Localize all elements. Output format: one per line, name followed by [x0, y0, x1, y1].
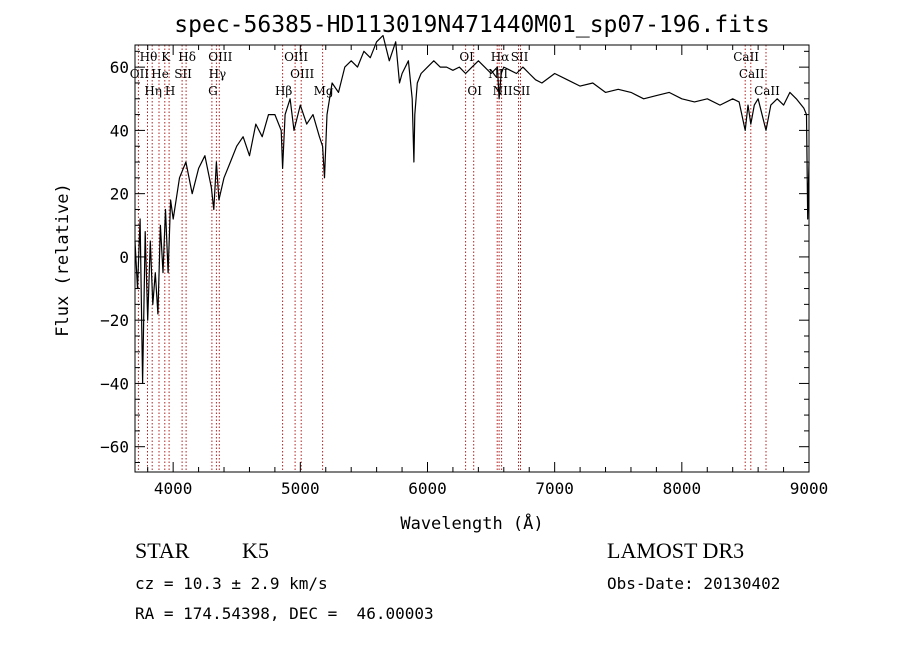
x-tick-label: 8000: [663, 479, 702, 498]
plot-frame: [134, 44, 810, 473]
line-label-19: Hβ: [275, 84, 292, 98]
line-label-1: K: [161, 50, 171, 64]
line-label-10: He: [151, 67, 169, 81]
line-label-5: OI: [459, 50, 474, 64]
line-label-12: Hγ: [209, 67, 227, 81]
y-tick-label: 0: [119, 248, 129, 267]
y-tick-label: −20: [100, 311, 129, 330]
line-label-3: OIII: [208, 50, 232, 64]
line-label-9: OII: [130, 67, 150, 81]
y-tick-label: 40: [110, 121, 129, 140]
y-axis: −60 −40 −20 0 20 40 60: [100, 50, 809, 464]
line-label-16: Hη: [144, 84, 162, 98]
survey-name: LAMOST DR3: [607, 538, 745, 563]
line-label-11: SII: [174, 67, 192, 81]
line-label-24: CaII: [754, 84, 780, 98]
subclass: K5: [242, 538, 269, 563]
x-axis-label: Wavelength (Å): [400, 512, 543, 534]
line-label-4: OIII: [284, 50, 308, 64]
line-label-6: Hα: [491, 50, 510, 64]
y-axis-label: Flux (relative): [53, 183, 73, 337]
x-axis: 4000 5000 6000 7000 8000 9000: [147, 45, 829, 498]
spectral-line-markers: [137, 45, 767, 472]
line-label-13: OIII: [290, 67, 314, 81]
line-label-8: CaII: [733, 50, 759, 64]
x-tick-label: 9000: [790, 479, 829, 498]
coordinates: RA = 174.54398, DEC = 46.00003: [135, 604, 434, 623]
object-class: STAR: [135, 538, 190, 563]
line-label-20: Mg: [314, 84, 334, 98]
obs-date: Obs-Date: 20130402: [607, 574, 781, 593]
line-label-17: H: [165, 84, 175, 98]
x-tick-label: 7000: [535, 479, 574, 498]
x-tick-label: 6000: [408, 479, 447, 498]
line-label-7: SII: [511, 50, 529, 64]
redshift: cz = 10.3 ± 2.9 km/s: [135, 574, 328, 593]
line-label-22: NII: [493, 84, 513, 98]
line-label-14: NII: [488, 67, 508, 81]
y-tick-label: −60: [100, 438, 129, 457]
line-label-21: OI: [467, 84, 482, 98]
series-layer: [134, 34, 810, 384]
line-label-18: G: [208, 84, 218, 98]
spectrum-line-0: [134, 34, 810, 384]
y-tick-label: −40: [100, 374, 129, 393]
y-tick-label: 20: [110, 185, 129, 204]
line-label-23: SII: [513, 84, 531, 98]
x-tick-label: 5000: [281, 479, 320, 498]
line-label-2: Hδ: [178, 50, 196, 64]
y-tick-label: 60: [110, 58, 129, 77]
x-tick-label: 4000: [154, 479, 193, 498]
line-label-0: Hθ: [140, 50, 158, 64]
line-label-15: CaII: [739, 67, 765, 81]
chart-title: spec-56385-HD113019N471440M01_sp07-196.f…: [174, 12, 769, 38]
